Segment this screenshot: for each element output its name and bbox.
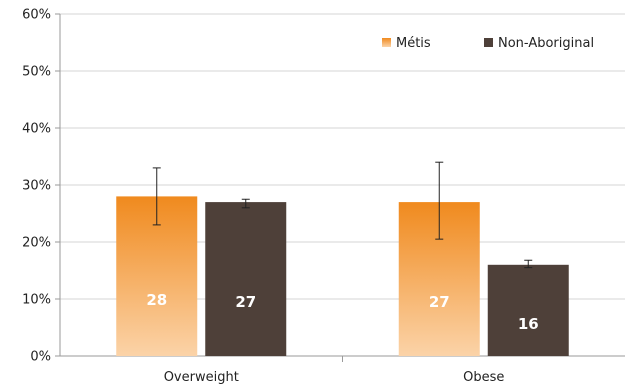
error-bars: [152, 161, 533, 269]
x-axis-categories: Overweight Obese: [164, 370, 505, 385]
data-label: 28: [146, 291, 167, 309]
data-label: 27: [429, 293, 450, 311]
y-tick-label: 10%: [22, 293, 51, 308]
legend-label: Métis: [396, 36, 431, 51]
data-label: 27: [235, 293, 256, 311]
legend: Métis Non-Aboriginal: [382, 36, 594, 51]
legend-swatch-non-aboriginal: [484, 38, 493, 47]
bar-non-aboriginal-obese: [487, 264, 569, 356]
legend-label: Non-Aboriginal: [498, 36, 594, 51]
y-tick-label: 0%: [30, 350, 51, 365]
y-axis-ticks: 0% 10% 20% 30% 40% 50% 60%: [22, 8, 60, 365]
bars: [116, 196, 569, 356]
legend-swatch-metis: [382, 38, 391, 47]
y-tick-label: 50%: [22, 65, 51, 80]
y-tick-label: 30%: [22, 179, 51, 194]
category-label: Overweight: [164, 370, 239, 385]
bar-non-aboriginal-overweight: [205, 202, 287, 356]
category-label: Obese: [463, 370, 504, 385]
y-tick-label: 20%: [22, 236, 51, 251]
y-tick-label: 60%: [22, 8, 51, 23]
y-tick-label: 40%: [22, 122, 51, 137]
data-labels: 28 27 27 16: [146, 291, 538, 333]
data-label: 16: [518, 315, 539, 333]
